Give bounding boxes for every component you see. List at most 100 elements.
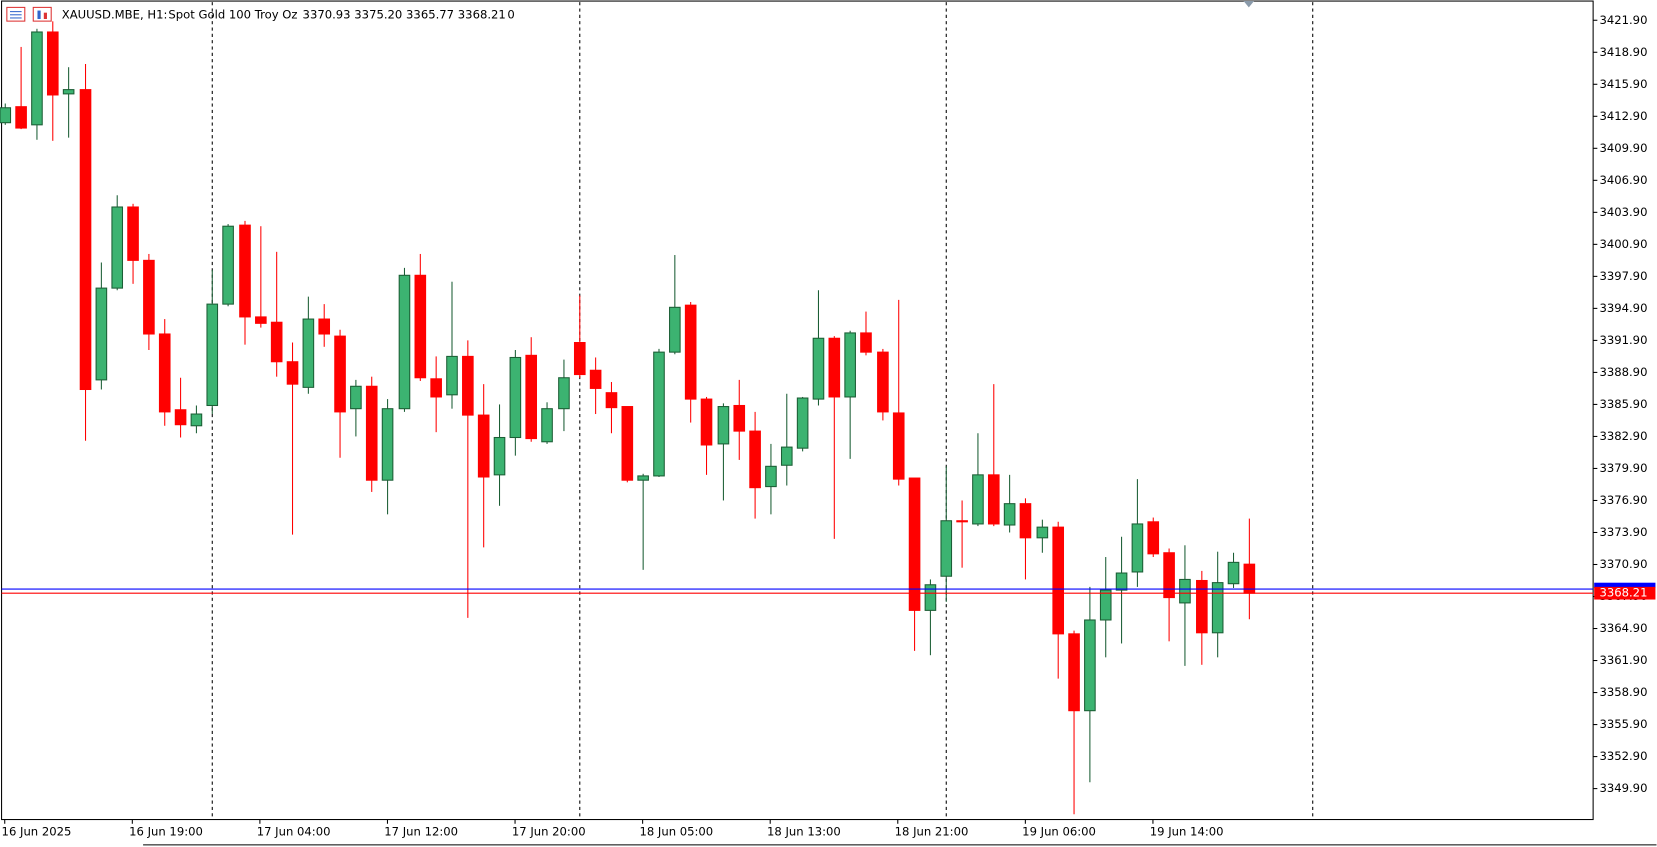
candle-body: [1115, 572, 1128, 591]
candle-body: [1179, 578, 1191, 604]
candle-body: [95, 287, 108, 381]
candle-body: [239, 224, 251, 318]
y-tick-label: 3400.90: [1599, 237, 1647, 251]
candle-body: [31, 31, 43, 126]
y-tick-label: 3406.90: [1599, 173, 1647, 187]
candle-body: [669, 306, 681, 353]
candle-body: [270, 321, 283, 363]
plot-frame: [1, 0, 1594, 821]
y-tick-label: 3394.90: [1599, 301, 1647, 315]
toolbar-icons: [6, 6, 52, 22]
x-tick-label: 17 Jun 04:00: [257, 825, 331, 839]
y-tick-label: 3412.90: [1599, 109, 1647, 123]
y-tick-label: 3364.90: [1599, 621, 1647, 635]
ask-tag: [1594, 582, 1656, 588]
candle-body: [589, 369, 602, 389]
candle-body: [255, 316, 267, 324]
y-tick-label: 3418.90: [1599, 45, 1647, 59]
icon-bar: [37, 10, 41, 20]
candle-body: [700, 398, 713, 446]
candle-body: [860, 332, 872, 353]
candle-body: [381, 408, 394, 481]
candle-body: [987, 474, 1000, 525]
icon-chart[interactable]: [32, 6, 52, 22]
y-tick-label: 3391.90: [1599, 333, 1647, 347]
x-tick-label: 18 Jun 21:00: [895, 825, 969, 839]
y-tick-label: 3403.90: [1599, 205, 1647, 219]
candle-body: [398, 274, 411, 410]
candle-body: [733, 404, 746, 432]
candle-body: [143, 259, 155, 335]
candle-body: [1131, 523, 1144, 573]
candle-body: [1147, 521, 1160, 555]
candle-body: [1163, 552, 1175, 599]
candle-body: [1084, 619, 1096, 712]
y-tick-label: 3409.90: [1599, 141, 1647, 155]
candle-body: [717, 406, 730, 445]
icon-list[interactable]: [6, 6, 26, 22]
candle-body: [637, 475, 649, 481]
candle-body: [1019, 503, 1032, 539]
y-tick-label: 3376.90: [1599, 493, 1647, 507]
candle-body: [302, 318, 315, 388]
candle-body: [365, 385, 378, 481]
candle-body: [940, 520, 953, 577]
candle-body: [190, 413, 203, 427]
candle-body: [525, 354, 538, 440]
candle-body: [350, 385, 362, 410]
y-tick-label: 3349.90: [1599, 781, 1647, 795]
candle-body: [541, 408, 553, 443]
candle-body: [477, 414, 490, 478]
candle-body: [749, 430, 761, 489]
y-tick-label: 3385.90: [1599, 397, 1647, 411]
candle-body: [462, 355, 474, 416]
quote-low: 3365.77: [406, 7, 454, 21]
candle-body: [956, 520, 968, 523]
candle-body: [892, 412, 905, 480]
candle-body: [1003, 503, 1016, 526]
candle-body: [286, 361, 299, 385]
y-tick-label: 3415.90: [1599, 77, 1647, 91]
candle-body: [653, 351, 665, 477]
candle-body: [1196, 579, 1208, 634]
x-tick-label: 19 Jun 06:00: [1022, 825, 1096, 839]
x-tick-label: 18 Jun 13:00: [767, 825, 841, 839]
volume: 0: [507, 7, 514, 21]
shift-marker[interactable]: [1243, 1, 1255, 8]
candle-body: [0, 107, 12, 124]
x-tick-label: 17 Jun 12:00: [384, 825, 458, 839]
candle-body: [206, 303, 219, 407]
y-tick-label: 3352.90: [1599, 749, 1647, 763]
candle-body: [127, 206, 139, 261]
candle-body: [430, 378, 442, 398]
candle-body: [684, 304, 697, 400]
candle-body: [46, 31, 59, 96]
y-tick-label: 3361.90: [1599, 653, 1647, 667]
candle-body: [1227, 561, 1240, 585]
candle-body: [509, 356, 522, 439]
x-tick-label: 19 Jun 14:00: [1150, 825, 1224, 839]
y-tick-label: 3397.90: [1599, 269, 1647, 283]
candle-body: [15, 106, 27, 129]
quote-close: 3368.21: [458, 7, 506, 21]
candle-body: [573, 342, 586, 376]
candle-body: [493, 436, 506, 476]
x-tick-label: 17 Jun 20:00: [512, 825, 586, 839]
candle-body: [1099, 589, 1112, 621]
candle-body: [605, 392, 618, 409]
candle-body: [908, 477, 921, 611]
candle-body: [621, 406, 634, 481]
y-tick-label: 3379.90: [1599, 461, 1647, 475]
x-tick-label: 18 Jun 05:00: [639, 825, 713, 839]
y-tick-label: 3355.90: [1599, 717, 1647, 731]
candle-body: [972, 474, 984, 525]
candle-body: [111, 206, 124, 289]
y-tick-label: 3373.90: [1599, 525, 1647, 539]
candle-body: [79, 89, 92, 391]
quote-open: 3370.93: [303, 7, 351, 21]
candle-body: [924, 584, 937, 611]
y-tick-label: 3388.90: [1599, 365, 1647, 379]
candle-body: [158, 333, 171, 413]
